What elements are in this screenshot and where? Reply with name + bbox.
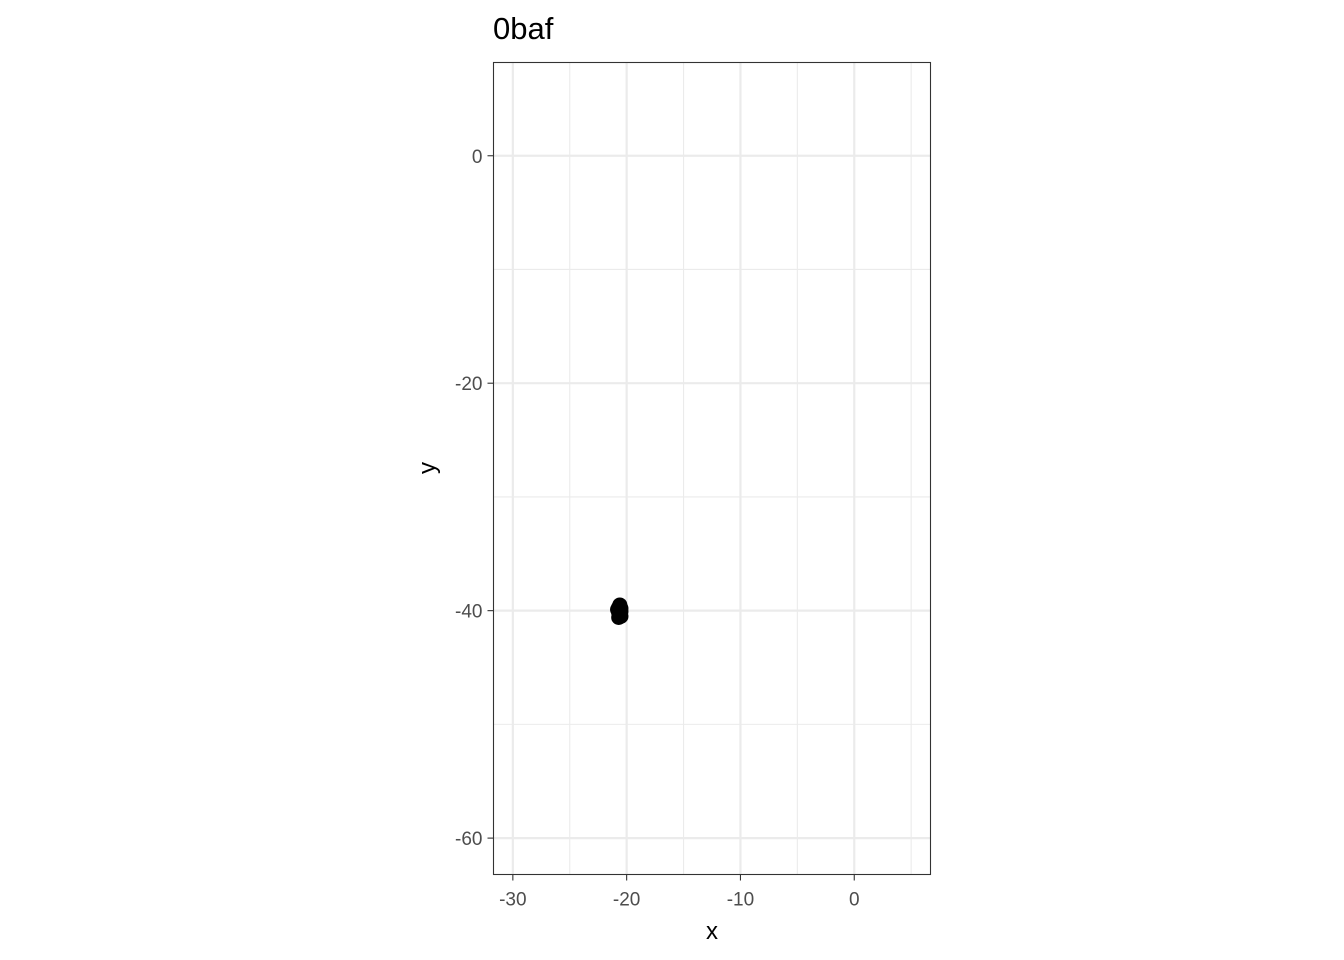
chart-title: 0baf — [493, 11, 554, 46]
y-axis: 0 -20 -40 -60 — [455, 147, 494, 850]
plot-border — [492, 61, 932, 876]
x-tick-label: -30 — [499, 890, 526, 911]
major-gridlines — [493, 62, 931, 875]
x-tick-label: 0 — [849, 890, 860, 911]
y-tick-label: -60 — [455, 829, 482, 850]
y-tick-label: -20 — [455, 374, 482, 395]
x-axis-title: x — [706, 918, 718, 945]
x-tick-label: -10 — [727, 890, 754, 911]
x-tick-label: -20 — [613, 890, 640, 911]
plot-panel — [493, 62, 931, 875]
y-tick-label: -40 — [455, 602, 482, 623]
data-points — [610, 597, 629, 625]
x-axis: -30 -20 -10 0 — [499, 874, 860, 911]
data-point — [611, 609, 627, 625]
y-tick-label: 0 — [472, 147, 483, 168]
minor-gridlines — [493, 62, 931, 875]
y-axis-title: y — [414, 462, 441, 474]
